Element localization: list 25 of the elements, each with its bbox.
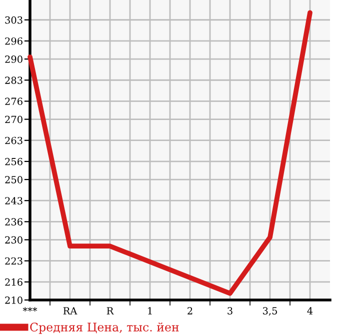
y-tick-label: 250 [5, 176, 22, 184]
x-tick-label: 1 [148, 307, 152, 314]
x-tick-label: 4 [307, 307, 313, 314]
x-tick-label: 3,5 [263, 307, 277, 316]
y-tick-label: 216 [5, 278, 22, 286]
y-tick-label: 243 [5, 197, 22, 204]
x-tick-label: RA [63, 307, 78, 314]
x-tick-label: 3 [228, 307, 232, 314]
y-tick-label: 230 [5, 236, 22, 244]
y-tick-label: 236 [5, 218, 22, 226]
y-tick-label: 276 [5, 98, 22, 106]
y-tick-label: 223 [5, 257, 22, 265]
y-tick-label: 210 [5, 296, 22, 304]
y-tick-label: 263 [5, 136, 22, 144]
y-tick-label: 270 [5, 116, 22, 124]
y-tick-label: 283 [5, 76, 22, 84]
x-tick-label: *** [22, 307, 38, 312]
legend-label: Средняя Цена, тыс. йен [30, 322, 179, 334]
x-tick-label: 2 [188, 307, 192, 314]
y-tick-label: 256 [5, 158, 22, 166]
y-tick-label: 290 [5, 56, 22, 63]
y-tick-label: 296 [5, 37, 22, 45]
x-tick-label: R [106, 307, 114, 314]
y-tick-label: 303 [5, 16, 22, 24]
line-series [28, 10, 312, 296]
